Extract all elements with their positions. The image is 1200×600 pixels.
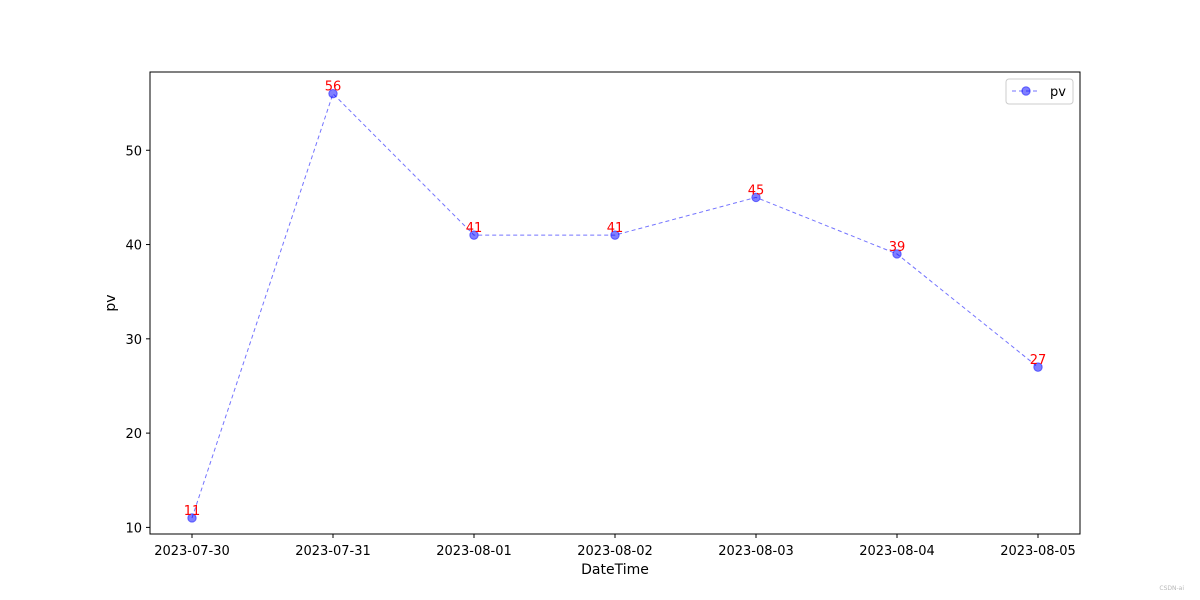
x-axis: 2023-07-30 2023-07-31 2023-08-01 2023-08-02… (154, 534, 1076, 559)
x-tick-label: 2023-08-05 (1000, 544, 1076, 559)
x-axis-title: DateTime (581, 562, 649, 578)
y-tick-label: 40 (125, 239, 142, 254)
data-label: 56 (325, 80, 342, 95)
y-axis-title: pv (103, 294, 119, 311)
x-tick-label: 2023-07-30 (154, 544, 230, 559)
legend-box (1005, 78, 1074, 105)
y-tick-label: 50 (125, 144, 142, 159)
data-point (469, 230, 479, 240)
legend-label: pv (1050, 85, 1066, 100)
data-point (1033, 362, 1043, 372)
x-tick-label: 2023-08-01 (436, 544, 512, 559)
data-label: 41 (466, 221, 483, 236)
x-tick-label: 2023-08-04 (859, 544, 935, 559)
data-label: 27 (1030, 353, 1047, 368)
data-point (187, 513, 197, 523)
data-label: 39 (889, 240, 906, 255)
y-tick-label: 10 (125, 521, 142, 536)
data-label: 41 (607, 221, 624, 236)
data-label: 11 (184, 504, 201, 519)
x-tick-label: 2023-07-31 (295, 544, 371, 559)
y-axis: 10 20 30 40 50 (125, 144, 150, 536)
data-label: 45 (748, 183, 765, 198)
data-point (892, 249, 902, 259)
y-tick-label: 20 (125, 427, 142, 442)
x-tick-label: 2023-08-03 (718, 544, 794, 559)
data-point (610, 230, 620, 240)
series-layer (187, 88, 1043, 523)
watermark: CSDN-ai (1159, 585, 1184, 592)
legend: pv (1005, 78, 1074, 105)
y-tick-label: 30 (125, 333, 142, 348)
data-labels: 11 56 41 41 45 39 27 (184, 80, 1047, 519)
legend-marker (1021, 86, 1031, 96)
data-point (328, 88, 338, 99)
x-tick-label: 2023-08-02 (577, 544, 653, 559)
data-point (751, 192, 761, 203)
plot-area (149, 71, 1081, 535)
